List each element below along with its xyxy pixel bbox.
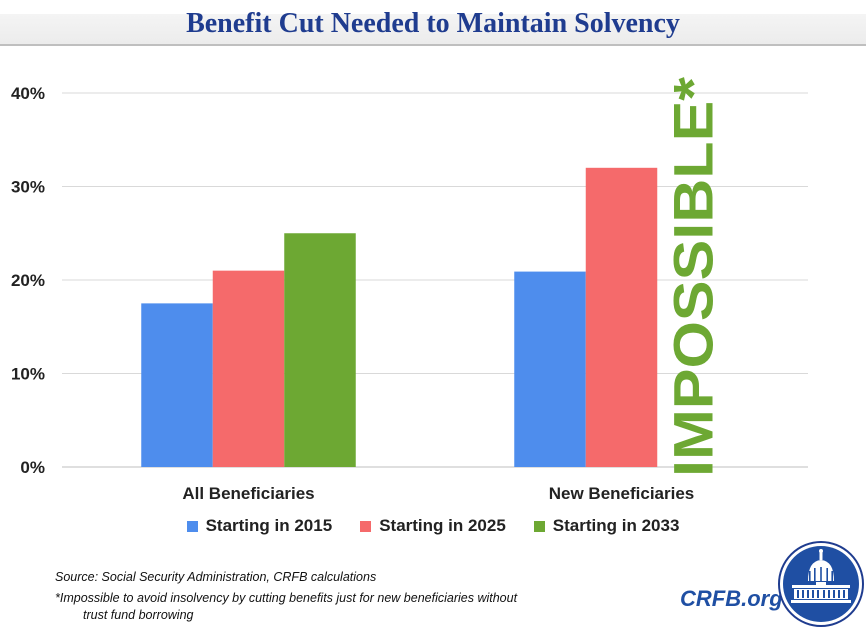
bar-starting-in-2033-0 bbox=[284, 233, 356, 467]
bar-starting-in-2015-0 bbox=[141, 303, 213, 467]
source-note: Source: Social Security Administration, … bbox=[55, 570, 377, 584]
impossible-annotation: IMPOSSIBLE* bbox=[662, 77, 725, 477]
legend: Starting in 2015 Starting in 2025 Starti… bbox=[0, 516, 866, 536]
title-divider bbox=[0, 44, 866, 46]
y-tick-label: 0% bbox=[20, 458, 45, 477]
legend-swatch-2015 bbox=[186, 520, 198, 532]
legend-label-2033: Starting in 2033 bbox=[552, 516, 680, 535]
legend-item-2025: Starting in 2025 bbox=[360, 516, 506, 536]
bar-chart: 0% 10% 20% 30% 40% All Beneficiaries IMPOSSIBL… bbox=[11, 77, 808, 503]
category-label: All Beneficiaries bbox=[182, 484, 314, 503]
bar-starting-in-2015-1 bbox=[514, 271, 586, 467]
y-tick-label: 30% bbox=[11, 178, 45, 197]
crfb-capitol-logo-icon bbox=[778, 541, 864, 627]
legend-label-2025: Starting in 2025 bbox=[379, 516, 506, 535]
y-tick-label: 20% bbox=[11, 271, 45, 290]
legend-label-2015: Starting in 2015 bbox=[205, 516, 333, 535]
site-link[interactable]: CRFB.org bbox=[680, 586, 783, 611]
legend-swatch-2033 bbox=[533, 520, 545, 532]
footnote: *Impossible to avoid insolvency by cutti… bbox=[55, 590, 575, 624]
legend-swatch-2025 bbox=[360, 520, 372, 532]
footnote-line-1: *Impossible to avoid insolvency by cutti… bbox=[55, 591, 518, 605]
category-label: New Beneficiaries bbox=[549, 484, 695, 503]
footnote-line-2: trust fund borrowing bbox=[83, 608, 194, 622]
y-tick-label: 40% bbox=[11, 84, 45, 103]
chart-title: Benefit Cut Needed to Maintain Solvency bbox=[186, 8, 680, 39]
bar-starting-in-2025-1 bbox=[585, 167, 658, 468]
y-tick-label: 10% bbox=[11, 365, 45, 384]
legend-item-2033: Starting in 2033 bbox=[533, 516, 680, 536]
bar-starting-in-2025-0 bbox=[212, 270, 285, 467]
title-bar bbox=[0, 14, 866, 44]
legend-item-2015: Starting in 2015 bbox=[186, 516, 333, 536]
